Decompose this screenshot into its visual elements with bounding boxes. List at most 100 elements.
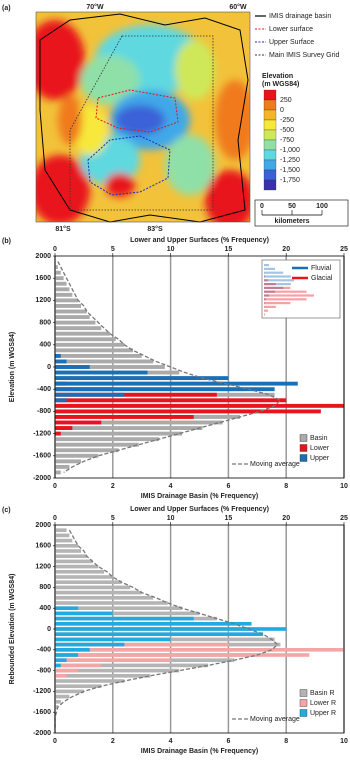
bar — [55, 601, 168, 605]
bar — [55, 282, 67, 286]
inset-legend-label: Glacial — [311, 275, 333, 282]
figure: (a) 70°W 60°W 81°S 83°S IMIS drainage ba… — [0, 0, 350, 757]
inset-bar — [264, 279, 294, 281]
color-swatch — [264, 90, 276, 100]
color-swatch — [264, 120, 276, 130]
bar — [55, 648, 344, 652]
bar — [55, 454, 98, 458]
legend-swatch — [300, 700, 307, 707]
panel-label: (a) — [2, 5, 11, 12]
color-label: 250 — [280, 97, 292, 104]
y-tick-label: 1200 — [35, 297, 51, 304]
color-label: 0 — [280, 107, 284, 114]
color-label: -1,750 — [280, 177, 300, 184]
bar — [55, 638, 171, 642]
y-tick-label: -400 — [37, 386, 51, 393]
inset-bar — [264, 283, 276, 285]
bar — [55, 360, 153, 364]
bar — [55, 382, 298, 386]
bar — [55, 398, 286, 402]
y-tick-label: -1200 — [33, 688, 51, 695]
bar — [55, 606, 78, 610]
bar — [55, 404, 344, 408]
bar — [55, 544, 78, 548]
bar — [55, 679, 124, 683]
y-axis-title: Elevation (m WGS84) — [9, 332, 16, 402]
bar — [55, 554, 87, 558]
legend-swatch — [300, 710, 307, 717]
x2-tick-label: 20 — [282, 246, 290, 253]
bar — [55, 426, 72, 430]
legend-swatch — [300, 690, 307, 697]
lat-label: 83°S — [147, 225, 163, 233]
y-tick-label: -1600 — [33, 709, 51, 716]
legend-label: Main IMIS Survey Grid — [269, 52, 340, 59]
bar — [55, 596, 153, 600]
bar — [55, 534, 69, 538]
bar — [55, 658, 67, 662]
legend-swatch — [300, 435, 307, 442]
legend-title: Elevation — [262, 73, 293, 80]
inset-bar — [264, 294, 314, 296]
color-swatch — [264, 180, 276, 190]
color-swatch — [264, 170, 276, 180]
bar — [55, 426, 202, 430]
legend-title: (m WGS84) — [262, 81, 299, 88]
bar — [55, 632, 263, 636]
scale-label: 0 — [260, 203, 264, 210]
legend-swatch — [300, 445, 307, 452]
y-tick-label: 0 — [47, 364, 51, 371]
legend-label: IMIS drainage basin — [269, 13, 331, 20]
y-tick-label: 2000 — [35, 522, 51, 529]
bar — [55, 348, 133, 352]
bar — [55, 354, 61, 358]
x-tick-label: 8 — [284, 738, 288, 745]
bar — [55, 315, 90, 319]
x-tick-label: 0 — [53, 483, 57, 490]
bar — [55, 570, 104, 574]
inset-bar — [264, 313, 265, 315]
x-tick-label: 6 — [226, 738, 230, 745]
scale-unit: kilometers — [274, 218, 309, 225]
legend-label: Lower — [310, 445, 330, 452]
x-tick-label: 10 — [340, 483, 348, 490]
bar — [55, 549, 81, 553]
x2-axis-title: Lower and Upper Surfaces (% Frequency) — [130, 237, 269, 244]
inset-bar — [264, 287, 290, 289]
x-tick-label: 0 — [53, 738, 57, 745]
legend-label: Upper — [310, 455, 330, 462]
bar — [55, 448, 119, 452]
bar — [55, 617, 194, 621]
color-label: -500 — [280, 127, 294, 134]
inset-bar — [264, 264, 269, 266]
y-tick-label: 800 — [39, 584, 51, 591]
bar — [55, 343, 124, 347]
bar — [55, 409, 321, 413]
y-tick-label: -800 — [37, 408, 51, 415]
x2-tick-label: 15 — [225, 515, 233, 522]
inset-bar — [264, 291, 307, 293]
color-label: -1,000 — [280, 147, 300, 154]
x-tick-label: 8 — [284, 483, 288, 490]
bar — [55, 674, 67, 678]
bar — [55, 539, 72, 543]
inset-bar — [264, 275, 291, 277]
bar — [55, 664, 101, 668]
bar — [55, 415, 194, 419]
legend-label: Upper R — [310, 710, 336, 717]
legend-swatch — [300, 455, 307, 462]
legend-label: Moving average — [250, 716, 300, 723]
x-axis-title: IMIS Drainage Basin (% Frequency) — [141, 493, 258, 500]
x-axis-title: IMIS Drainage Basin (% Frequency) — [141, 748, 258, 755]
bar — [55, 690, 84, 694]
x2-axis-title: Lower and Upper Surfaces (% Frequency) — [130, 506, 269, 513]
color-label: -750 — [280, 137, 294, 144]
bar — [55, 560, 93, 564]
bar — [55, 287, 69, 291]
bar — [55, 265, 58, 269]
color-swatch — [264, 100, 276, 110]
bar — [55, 293, 72, 297]
y-tick-label: 0 — [47, 626, 51, 633]
legend-label: Basin — [310, 435, 328, 442]
color-label: -250 — [280, 117, 294, 124]
